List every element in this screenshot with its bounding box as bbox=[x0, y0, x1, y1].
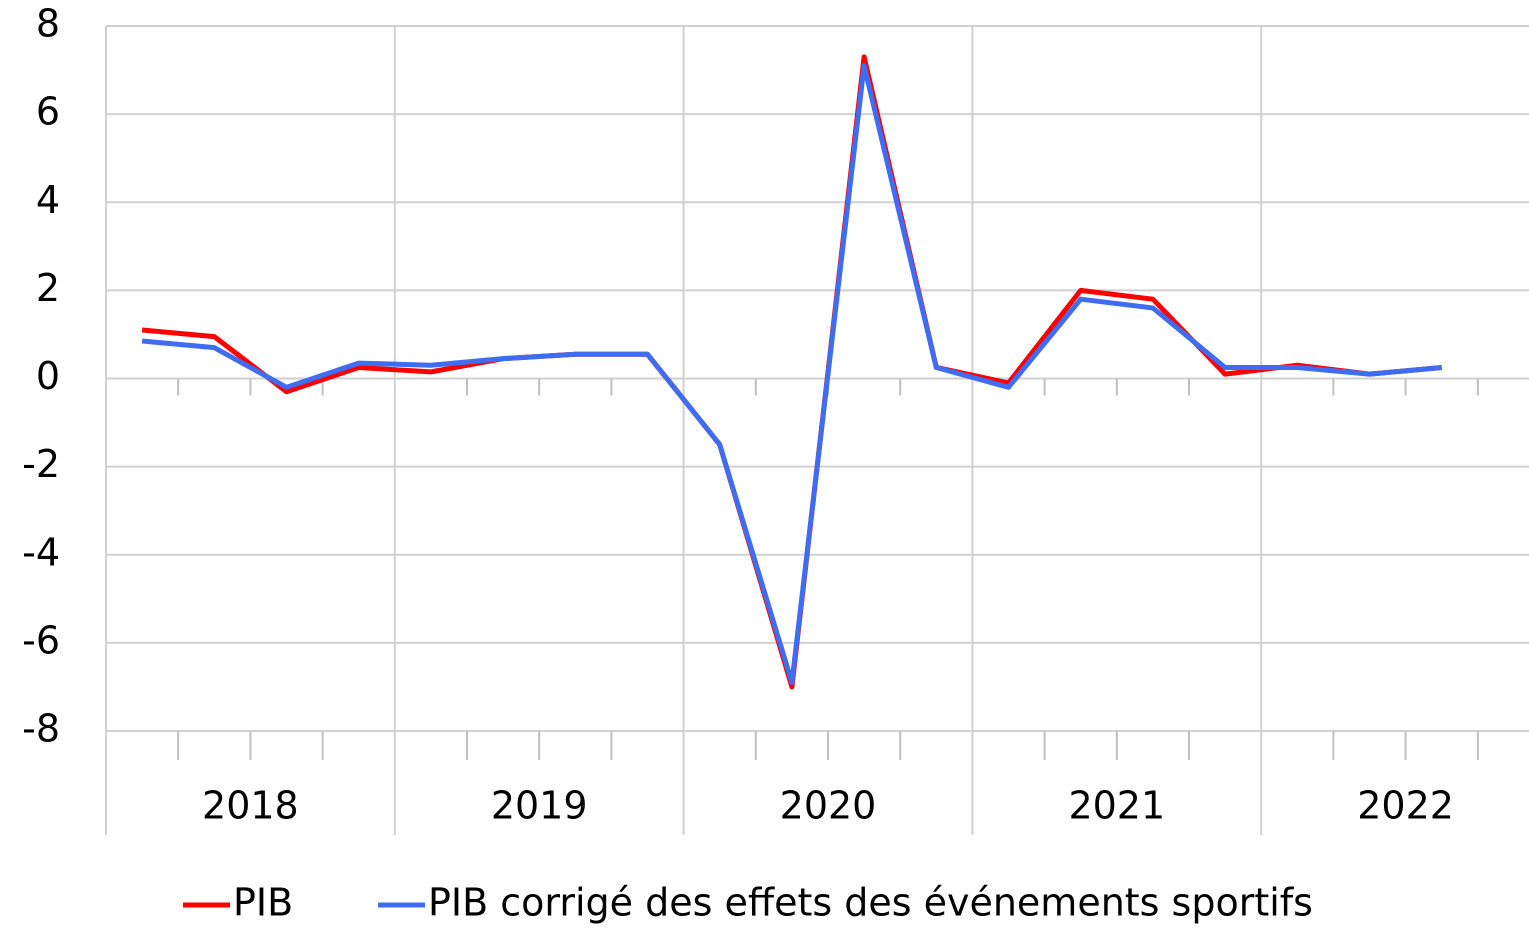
legend-label: PIB corrigé des effets des événements sp… bbox=[428, 881, 1313, 925]
x-group-label: 2022 bbox=[1357, 784, 1454, 828]
series-line bbox=[141, 54, 1442, 690]
y-tick-label: 8 bbox=[36, 2, 60, 46]
y-tick-label: 4 bbox=[36, 178, 60, 222]
series-line bbox=[141, 63, 1442, 686]
y-tick-label: -2 bbox=[22, 442, 60, 486]
x-group-label: 2018 bbox=[202, 784, 299, 828]
y-tick-label: 6 bbox=[36, 90, 60, 134]
x-group-label: 2020 bbox=[780, 784, 877, 828]
y-tick-label: -6 bbox=[22, 618, 60, 662]
legend-label: PIB bbox=[233, 881, 293, 925]
y-tick-label: 0 bbox=[36, 354, 60, 398]
x-group-label: 2019 bbox=[491, 784, 588, 828]
x-group-label: 2021 bbox=[1068, 784, 1165, 828]
y-tick-label: -8 bbox=[22, 707, 60, 751]
y-tick-label: -4 bbox=[22, 530, 60, 574]
y-tick-label: 2 bbox=[36, 266, 60, 310]
